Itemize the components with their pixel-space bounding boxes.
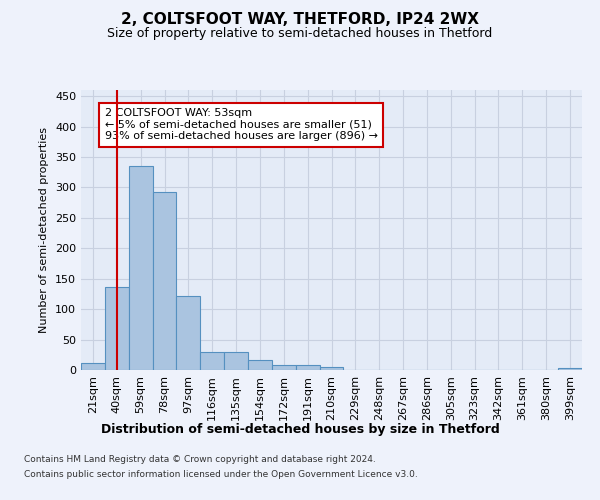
Bar <box>176 296 200 370</box>
Bar <box>81 362 105 370</box>
Text: Contains HM Land Registry data © Crown copyright and database right 2024.: Contains HM Land Registry data © Crown c… <box>24 455 376 464</box>
Bar <box>105 286 129 370</box>
Text: 2, COLTSFOOT WAY, THETFORD, IP24 2WX: 2, COLTSFOOT WAY, THETFORD, IP24 2WX <box>121 12 479 28</box>
Bar <box>129 166 152 370</box>
Text: 2 COLTSFOOT WAY: 53sqm
← 5% of semi-detached houses are smaller (51)
93% of semi: 2 COLTSFOOT WAY: 53sqm ← 5% of semi-deta… <box>105 108 378 142</box>
Bar <box>272 365 296 370</box>
Text: Distribution of semi-detached houses by size in Thetford: Distribution of semi-detached houses by … <box>101 422 499 436</box>
Bar <box>200 352 224 370</box>
Bar <box>224 352 248 370</box>
Y-axis label: Number of semi-detached properties: Number of semi-detached properties <box>40 127 49 333</box>
Bar <box>320 367 343 370</box>
Bar <box>248 360 272 370</box>
Bar <box>296 364 320 370</box>
Text: Size of property relative to semi-detached houses in Thetford: Size of property relative to semi-detach… <box>107 28 493 40</box>
Bar <box>558 368 582 370</box>
Bar <box>152 192 176 370</box>
Text: Contains public sector information licensed under the Open Government Licence v3: Contains public sector information licen… <box>24 470 418 479</box>
